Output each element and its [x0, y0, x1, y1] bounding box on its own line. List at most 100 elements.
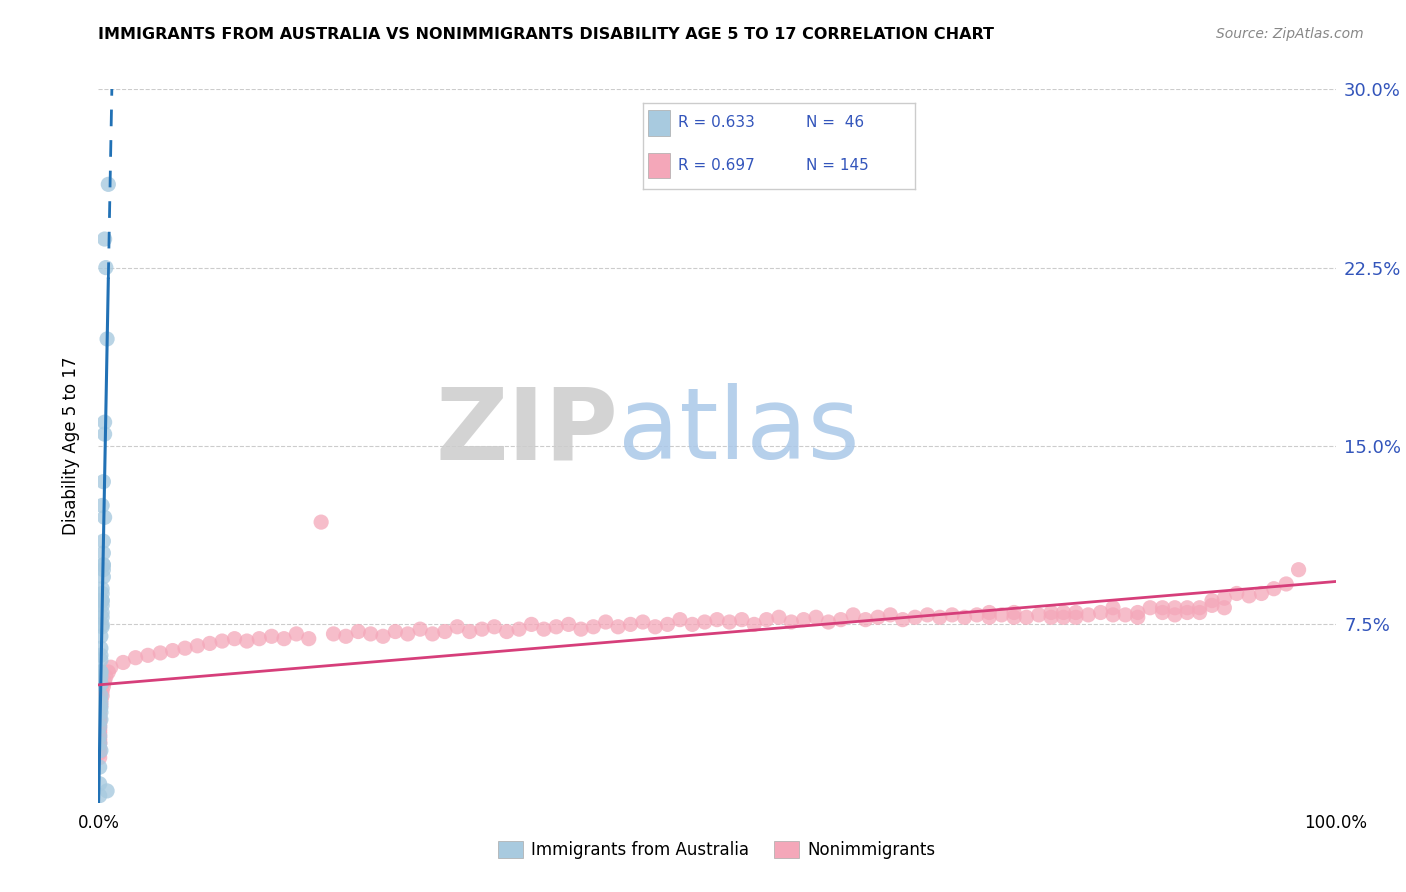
- Point: [471, 622, 494, 636]
- Point: [396, 627, 419, 641]
- Point: [1226, 586, 1249, 600]
- Point: [91, 620, 114, 634]
- Point: [94, 260, 117, 275]
- Point: [285, 627, 308, 641]
- Point: [90, 641, 112, 656]
- Point: [247, 632, 270, 646]
- Point: [89, 717, 111, 731]
- Point: [1064, 610, 1087, 624]
- Point: [90, 648, 112, 663]
- Point: [1152, 600, 1174, 615]
- Point: [89, 706, 111, 720]
- Point: [89, 789, 111, 803]
- Point: [112, 656, 135, 670]
- Point: [89, 736, 111, 750]
- Point: [569, 622, 592, 636]
- Point: [91, 599, 114, 613]
- Text: IMMIGRANTS FROM AUSTRALIA VS NONIMMIGRANTS DISABILITY AGE 5 TO 17 CORRELATION CH: IMMIGRANTS FROM AUSTRALIA VS NONIMMIGRAN…: [98, 27, 994, 42]
- Point: [89, 760, 111, 774]
- Point: [211, 634, 233, 648]
- Point: [89, 746, 111, 760]
- Point: [1126, 610, 1149, 624]
- Point: [273, 632, 295, 646]
- Point: [619, 617, 641, 632]
- Point: [1102, 600, 1125, 615]
- Point: [866, 610, 889, 624]
- Point: [1052, 606, 1074, 620]
- Point: [90, 706, 112, 720]
- Point: [433, 624, 456, 639]
- Point: [817, 615, 839, 629]
- Point: [830, 613, 852, 627]
- Point: [1237, 589, 1260, 603]
- Point: [93, 510, 115, 524]
- Point: [904, 610, 927, 624]
- Point: [89, 714, 111, 729]
- Point: [458, 624, 481, 639]
- Point: [97, 178, 120, 192]
- Point: [93, 558, 115, 572]
- Point: [384, 624, 406, 639]
- Point: [89, 710, 111, 724]
- Point: [484, 620, 506, 634]
- Point: [90, 743, 112, 757]
- Point: [1002, 606, 1025, 620]
- Point: [91, 684, 114, 698]
- Point: [855, 613, 877, 627]
- Point: [91, 593, 114, 607]
- Point: [347, 624, 370, 639]
- Point: [979, 610, 1001, 624]
- Point: [706, 613, 728, 627]
- Point: [91, 582, 114, 596]
- Point: [768, 610, 790, 624]
- Point: [89, 729, 111, 743]
- Point: [582, 620, 605, 634]
- Point: [100, 660, 122, 674]
- Point: [89, 720, 111, 734]
- Point: [93, 475, 115, 489]
- Text: atlas: atlas: [619, 384, 859, 480]
- Point: [298, 632, 321, 646]
- Point: [93, 534, 115, 549]
- Point: [96, 784, 118, 798]
- Text: ZIP: ZIP: [436, 384, 619, 480]
- Point: [91, 593, 114, 607]
- Point: [1028, 607, 1050, 622]
- Point: [89, 713, 111, 727]
- Point: [91, 617, 114, 632]
- Point: [1188, 606, 1211, 620]
- Point: [631, 615, 654, 629]
- Point: [842, 607, 865, 622]
- Point: [446, 620, 468, 634]
- Point: [1152, 606, 1174, 620]
- Point: [89, 681, 111, 696]
- Point: [90, 677, 112, 691]
- Point: [90, 665, 112, 679]
- Point: [1114, 607, 1136, 622]
- Point: [90, 693, 112, 707]
- Point: [335, 629, 357, 643]
- Point: [236, 634, 259, 648]
- Point: [198, 636, 221, 650]
- Y-axis label: Disability Age 5 to 17: Disability Age 5 to 17: [62, 357, 80, 535]
- Point: [533, 622, 555, 636]
- Point: [1201, 593, 1223, 607]
- Point: [1102, 607, 1125, 622]
- Point: [595, 615, 617, 629]
- Point: [891, 613, 914, 627]
- Point: [186, 639, 208, 653]
- Point: [93, 674, 115, 689]
- Point: [90, 653, 112, 667]
- Point: [91, 499, 114, 513]
- Point: [90, 670, 112, 684]
- Point: [90, 689, 112, 703]
- Point: [90, 698, 112, 713]
- Point: [91, 606, 114, 620]
- Point: [93, 563, 115, 577]
- Point: [124, 650, 146, 665]
- Point: [879, 607, 901, 622]
- Point: [89, 722, 111, 736]
- Point: [360, 627, 382, 641]
- Point: [1015, 610, 1038, 624]
- Point: [89, 741, 111, 756]
